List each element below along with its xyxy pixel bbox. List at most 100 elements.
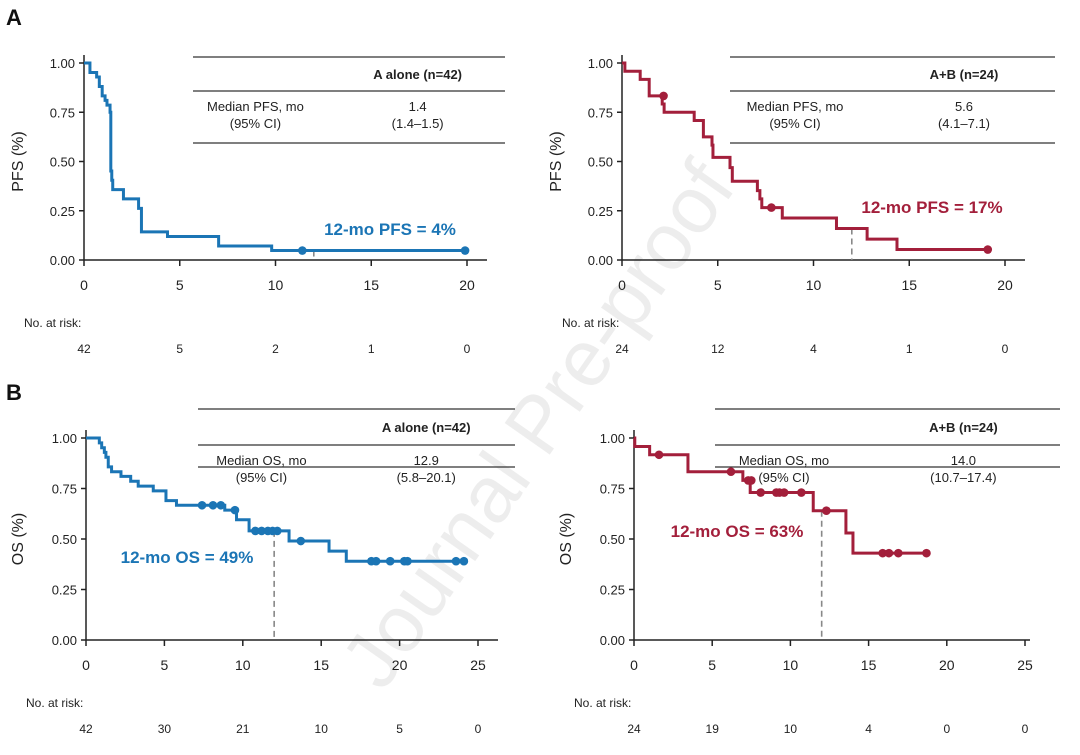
at-risk-count: 2 [272,342,279,356]
landmark-label: 12-mo OS = 63% [671,522,804,541]
x-tick-label: 10 [806,277,822,293]
censor-mark [451,556,461,566]
y-tick-label: 0.25 [588,204,613,219]
censor-mark [298,246,307,255]
at-risk-count: 0 [943,722,950,736]
at-risk-count: 30 [158,722,172,736]
censor-mark [779,488,789,497]
x-tick-label: 15 [861,657,877,673]
table-header: A alone (n=42) [382,420,471,435]
censor-mark [983,245,993,254]
table-row-label: Median PFS, mo [747,99,844,114]
panel-label-a: A [6,5,22,30]
at-risk-count: 24 [615,342,629,356]
y-axis-label: PFS (%) [548,131,565,191]
censor-mark [197,500,207,510]
table-header: A+B (n=24) [929,420,998,435]
x-tick-label: 0 [82,657,90,673]
survival-curve [84,61,467,253]
at-risk-count: 42 [79,722,93,736]
x-tick-label: 0 [618,277,626,293]
at-risk-label: No. at risk: [562,316,619,330]
y-tick-label: 1.00 [50,56,75,71]
table-row-value: 12.9 [414,453,439,468]
at-risk-label: No. at risk: [26,696,83,710]
censor-mark [884,548,894,558]
at-risk-count: 4 [810,342,817,356]
x-tick-label: 5 [161,657,169,673]
censor-mark [208,500,218,510]
y-tick-label: 0.00 [50,253,75,268]
at-risk-count: 21 [236,722,250,736]
x-tick-label: 10 [235,657,251,673]
y-tick-label: 0.50 [600,532,625,547]
y-tick-label: 0.50 [588,155,613,170]
y-tick-label: 0.75 [52,482,77,497]
x-tick-label: 20 [939,657,955,673]
y-axis-label: OS (%) [10,513,27,565]
landmark-label: 12-mo PFS = 4% [324,220,456,239]
table-row-label: Median OS, mo [739,453,829,468]
x-tick-label: 10 [268,277,284,293]
x-tick-label: 15 [313,657,329,673]
y-axis-label: PFS (%) [10,131,27,191]
y-tick-label: 0.00 [52,633,77,648]
y-tick-label: 1.00 [600,431,625,446]
table-header: A alone (n=42) [373,67,462,82]
censor-mark [460,246,470,255]
table-row-value-ci: (1.4–1.5) [392,116,444,131]
censor-mark [822,506,831,516]
y-tick-label: 0.25 [52,583,77,598]
at-risk-count: 10 [784,722,798,736]
censor-mark [654,450,664,460]
landmark-label: 12-mo PFS = 17% [861,198,1002,217]
at-risk-count: 1 [906,342,913,356]
x-tick-label: 0 [80,277,88,293]
censor-mark [257,526,266,536]
x-tick-label: 15 [363,277,379,293]
censor-mark [371,556,381,566]
y-tick-label: 1.00 [52,431,77,446]
censor-mark [922,548,931,558]
censor-mark [878,548,887,558]
y-tick-label: 0.75 [50,105,75,120]
censor-mark [296,536,306,546]
y-tick-label: 1.00 [588,56,613,71]
km-panel-2: A+B (n=24) Median PFS, mo (95% CI) 5.6 (4.1–… [548,55,1055,356]
censor-mark [767,203,776,212]
table-row-value-ci: (10.7–17.4) [930,470,997,485]
at-risk-count: 10 [315,722,329,736]
x-tick-label: 15 [901,277,917,293]
censor-mark [230,505,240,515]
x-tick-label: 20 [459,277,475,293]
table-row-value-ci: (4.1–7.1) [938,116,990,131]
censor-mark [385,556,395,566]
at-risk-label: No. at risk: [574,696,631,710]
y-tick-label: 0.00 [600,633,625,648]
survival-curve [622,61,988,252]
at-risk-count: 0 [475,722,482,736]
at-risk-count: 0 [1002,342,1009,356]
at-risk-count: 12 [711,342,725,356]
y-tick-label: 0.75 [588,105,613,120]
y-tick-label: 0.75 [600,482,625,497]
at-risk-count: 24 [627,722,641,736]
at-risk-count: 42 [77,342,91,356]
at-risk-label: No. at risk: [24,316,81,330]
censor-mark [216,500,226,510]
at-risk-count: 5 [396,722,403,736]
table-row-label: Median OS, mo [216,453,306,468]
y-tick-label: 0.25 [600,583,625,598]
censor-mark [272,526,282,536]
y-axis-label: OS (%) [558,513,575,565]
censor-mark [797,488,806,497]
y-tick-label: 0.25 [50,204,75,219]
table-row-label-ci: (95% CI) [230,116,281,131]
x-tick-label: 0 [630,657,638,673]
table-header: A+B (n=24) [930,67,999,82]
x-tick-label: 20 [392,657,408,673]
at-risk-count: 4 [865,722,872,736]
x-tick-label: 5 [714,277,722,293]
at-risk-count: 1 [368,342,375,356]
x-tick-label: 25 [470,657,486,673]
